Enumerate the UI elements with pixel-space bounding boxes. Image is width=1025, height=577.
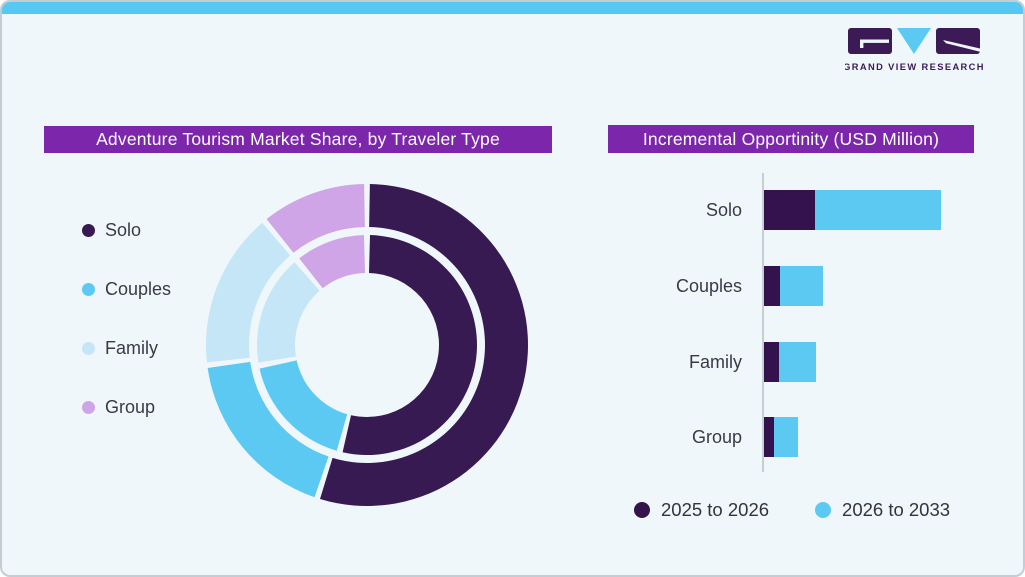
- donut-legend-item-solo: Solo: [82, 216, 171, 244]
- gvr-logo-mark: [848, 28, 980, 54]
- legend-label: Couples: [105, 278, 172, 299]
- legend-dot: [82, 400, 95, 414]
- donut-chart: [206, 184, 529, 506]
- bar-segment-couples-2025-to-2026: [764, 266, 780, 306]
- legend-label: Group: [105, 396, 156, 417]
- legend-label: 2025 to 2026: [661, 499, 770, 520]
- bar-segment-family-2025-to-2026: [764, 342, 779, 382]
- bar-segment-couples-2026-to-2033: [780, 266, 823, 306]
- bar-category-label-family: Family: [689, 352, 742, 372]
- top-accent-bar: [2, 2, 1023, 14]
- legend-label: Solo: [105, 219, 142, 240]
- donut-inner-ring-segment-group: [299, 235, 366, 289]
- bar-chart-axis-line: [762, 173, 764, 472]
- donut-inner-ring-segment-couples: [259, 360, 348, 451]
- bar-chart-title: Incremental Opportinity (USD Million): [608, 125, 974, 153]
- bar-category-label-couples: Couples: [675, 276, 742, 296]
- donut-inner-ring-segment-family: [257, 262, 320, 363]
- donut-inner-ring-segment-solo: [342, 235, 477, 455]
- donut-chart-title: Adventure Tourism Market Share, by Trave…: [44, 126, 552, 153]
- bar-legend-item-2026-to-2033: 2026 to 2033: [815, 499, 950, 521]
- donut-legend-item-couples: Couples: [82, 275, 171, 303]
- bar-segment-group-2026-to-2033: [774, 417, 798, 457]
- legend-dot: [82, 341, 95, 355]
- donut-outer-ring-segment-couples: [207, 361, 329, 498]
- donut-outer-ring-segment-solo: [320, 184, 529, 506]
- bar-segment-solo-2026-to-2033: [815, 190, 941, 230]
- logo-wordmark: GRAND VIEW RESEARCH: [845, 62, 985, 72]
- bar-category-label-group: Group: [691, 427, 742, 447]
- logo-v-triangle: [897, 28, 931, 54]
- bar-segment-group-2025-to-2026: [764, 417, 774, 457]
- legend-dot: [82, 282, 95, 296]
- logo-g-cut-tick: [860, 39, 864, 48]
- bar-segment-family-2026-to-2033: [779, 342, 816, 382]
- donut-legend-item-family: Family: [82, 334, 171, 362]
- donut-outer-ring-segment-family: [206, 222, 291, 363]
- bar-chart-legend: 2025 to 2026 2026 to 2033: [634, 499, 950, 521]
- legend-label: Family: [105, 337, 158, 358]
- legend-label: 2026 to 2033: [842, 499, 951, 520]
- bar-segment-solo-2025-to-2026: [764, 190, 815, 230]
- bar-chart: Solo Couples Family Group: [602, 167, 1022, 477]
- bar-category-label-solo: Solo: [705, 200, 742, 220]
- donut-legend-item-group: Group: [82, 393, 171, 421]
- donut-outer-ring-segment-group: [266, 184, 365, 253]
- bar-legend-item-2025-to-2026: 2025 to 2026: [634, 499, 769, 521]
- donut-legend: Solo Couples Family Group: [82, 216, 171, 452]
- legend-dot: [634, 502, 650, 518]
- logo-g-cut: [860, 39, 889, 43]
- legend-dot: [82, 223, 95, 237]
- legend-dot: [815, 502, 832, 518]
- logo-r-cut: [943, 40, 980, 52]
- gvr-logo: GRAND VIEW RESEARCH: [845, 28, 985, 72]
